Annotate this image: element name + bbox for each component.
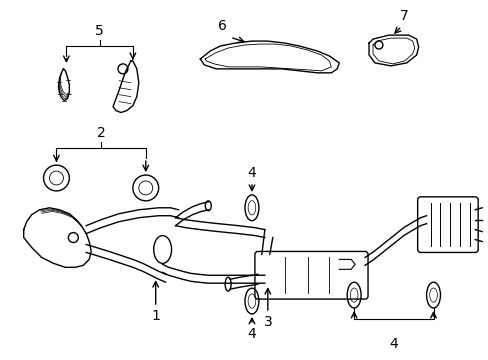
Text: 5: 5 (95, 24, 104, 38)
Text: 4: 4 (247, 166, 256, 180)
Text: 6: 6 (217, 19, 226, 33)
Text: 1: 1 (151, 309, 160, 323)
Text: 4: 4 (247, 327, 256, 341)
Text: 2: 2 (97, 126, 105, 140)
Text: 4: 4 (388, 337, 397, 351)
Text: 7: 7 (399, 9, 407, 23)
Text: 3: 3 (263, 315, 272, 329)
